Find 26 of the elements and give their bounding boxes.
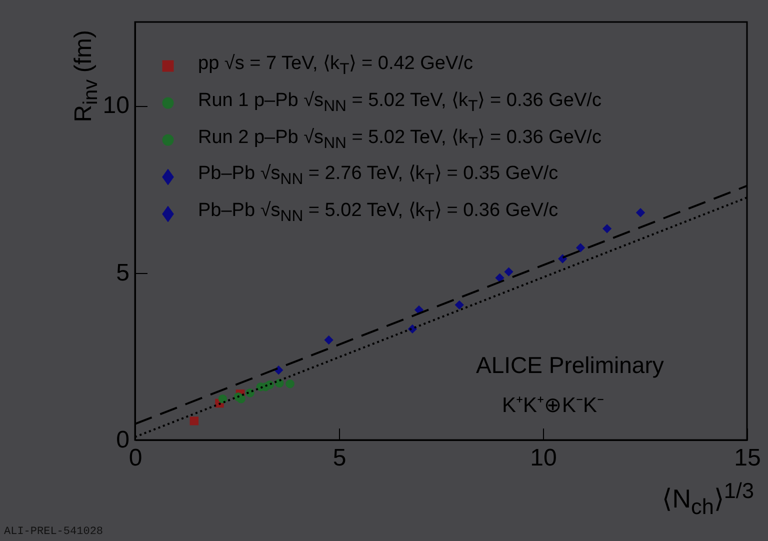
point — [602, 224, 612, 234]
legend-label: pp √s = 7 TeV, ⟨k$_{T}$⟩ = 0.42 GeV/c — [198, 52, 473, 80]
point — [218, 394, 228, 404]
legend-label: Run 1 p–Pb √s$_{NN}$ = 5.02 TeV, ⟨k$_{T}$⟩ = 0.36 GeV/c — [198, 88, 602, 117]
point — [636, 208, 645, 217]
point — [454, 300, 464, 310]
legend-label: Pb–Pb √s$_{NN}$ = 2.76 TeV, ⟨k$_{T}$⟩ = 0.35 GeV/c — [198, 162, 558, 190]
point — [324, 336, 334, 344]
point — [504, 267, 514, 276]
y-tick-label: 0 — [116, 426, 130, 454]
point — [286, 379, 294, 388]
point — [190, 416, 199, 426]
legend-label: Pb–Pb √s$_{NN}$ = 5.02 TeV, ⟨k$_{T}$⟩ = 0.36 GeV/c — [198, 199, 558, 227]
x-tick-label: 10 — [530, 444, 557, 472]
legend-label: Run 2 p–Pb √s$_{NN}$ = 5.02 TeV, ⟨k$_{T}$⟩ = 0.36 GeV/c — [198, 126, 602, 154]
x-tick-label: 5 — [332, 444, 346, 472]
y-tick-label: 5 — [116, 259, 130, 286]
point — [234, 392, 243, 402]
point — [576, 243, 585, 252]
point — [495, 273, 504, 282]
x-axis-title: ⟨N$_{ch}$⟩$^{1/3}$ — [662, 478, 754, 520]
text: ALI-PREL-541028 — [4, 526, 104, 538]
y-tick-label: 10 — [102, 92, 130, 120]
x-tick-label: 15 — [734, 444, 761, 472]
annotation: ALICE Preliminary — [476, 352, 664, 379]
annotation: K⁺K⁺⊕K⁻K⁻ — [502, 393, 604, 418]
